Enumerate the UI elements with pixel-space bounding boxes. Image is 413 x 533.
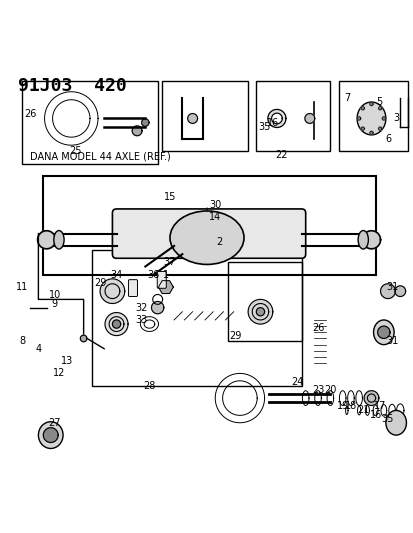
Ellipse shape	[373, 320, 393, 345]
Text: 28: 28	[143, 381, 155, 391]
Polygon shape	[187, 114, 197, 124]
Text: 20: 20	[323, 385, 336, 395]
Polygon shape	[369, 102, 372, 106]
Text: 13: 13	[61, 356, 73, 366]
FancyBboxPatch shape	[157, 271, 166, 288]
Text: DANA MODEL 44 AXLE (REF.): DANA MODEL 44 AXLE (REF.)	[30, 151, 171, 161]
Text: 30: 30	[209, 200, 221, 210]
Ellipse shape	[357, 230, 368, 249]
Polygon shape	[256, 308, 264, 316]
Bar	[43, 176, 375, 274]
Text: 19: 19	[336, 401, 348, 411]
Text: 14: 14	[209, 212, 221, 222]
Polygon shape	[151, 302, 164, 314]
Polygon shape	[360, 127, 363, 130]
Text: 24: 24	[291, 377, 303, 386]
Text: 6: 6	[384, 134, 390, 144]
Text: 35: 35	[381, 414, 393, 424]
Text: 26: 26	[24, 109, 36, 119]
Polygon shape	[304, 114, 314, 124]
Text: 1: 1	[162, 270, 169, 280]
Polygon shape	[369, 131, 372, 134]
Polygon shape	[361, 231, 380, 249]
Polygon shape	[132, 126, 142, 136]
Text: 7: 7	[343, 93, 349, 103]
Polygon shape	[267, 109, 285, 127]
Bar	[227, 262, 301, 341]
Bar	[256, 82, 330, 151]
Polygon shape	[381, 117, 385, 120]
Text: 10: 10	[49, 290, 61, 300]
Text: 16: 16	[266, 118, 278, 127]
Ellipse shape	[356, 102, 385, 135]
Polygon shape	[357, 117, 360, 120]
Polygon shape	[158, 281, 173, 294]
Polygon shape	[141, 119, 149, 126]
Text: 25: 25	[69, 147, 81, 156]
Bar	[22, 82, 157, 164]
Text: 36: 36	[147, 270, 159, 280]
Text: 22: 22	[274, 150, 287, 160]
Polygon shape	[394, 286, 405, 296]
Text: 16: 16	[368, 409, 381, 419]
Text: 29: 29	[94, 278, 106, 288]
Polygon shape	[377, 326, 389, 338]
Polygon shape	[247, 300, 272, 324]
Polygon shape	[100, 279, 124, 303]
FancyBboxPatch shape	[112, 209, 305, 259]
Text: 4: 4	[35, 344, 41, 354]
Text: 9: 9	[52, 298, 58, 309]
Ellipse shape	[54, 230, 64, 249]
Bar	[161, 82, 247, 151]
Text: 2: 2	[216, 237, 222, 247]
Polygon shape	[112, 320, 120, 328]
FancyBboxPatch shape	[128, 280, 137, 296]
Polygon shape	[80, 335, 87, 342]
Ellipse shape	[38, 422, 63, 448]
Text: 34: 34	[110, 270, 122, 280]
Ellipse shape	[170, 211, 243, 264]
Polygon shape	[38, 231, 55, 249]
Polygon shape	[271, 113, 282, 124]
Text: 18: 18	[344, 401, 356, 411]
Text: 35: 35	[258, 122, 270, 132]
Polygon shape	[377, 127, 381, 130]
Bar	[338, 82, 408, 151]
Text: 23: 23	[311, 385, 323, 395]
Text: 11: 11	[16, 282, 28, 292]
Text: 27: 27	[48, 418, 61, 428]
Text: 32: 32	[135, 303, 147, 313]
Ellipse shape	[385, 410, 406, 435]
Polygon shape	[43, 427, 58, 442]
Text: 91J03  420: 91J03 420	[18, 77, 126, 95]
Text: 8: 8	[19, 335, 25, 345]
Text: 31: 31	[385, 335, 397, 345]
Bar	[92, 250, 301, 386]
Text: 21: 21	[356, 406, 368, 415]
Text: 5: 5	[376, 97, 382, 107]
Text: 29: 29	[229, 332, 241, 342]
Text: 37: 37	[164, 257, 176, 268]
Polygon shape	[363, 391, 378, 406]
Polygon shape	[360, 107, 363, 110]
Text: 12: 12	[52, 368, 65, 378]
Text: 33: 33	[135, 315, 147, 325]
Text: 3: 3	[392, 114, 398, 124]
Text: 26: 26	[311, 323, 323, 333]
Text: 15: 15	[164, 191, 176, 201]
Polygon shape	[377, 107, 381, 110]
Text: 17: 17	[373, 401, 385, 411]
Text: 31: 31	[385, 282, 397, 292]
Polygon shape	[380, 284, 394, 298]
Polygon shape	[105, 312, 128, 336]
